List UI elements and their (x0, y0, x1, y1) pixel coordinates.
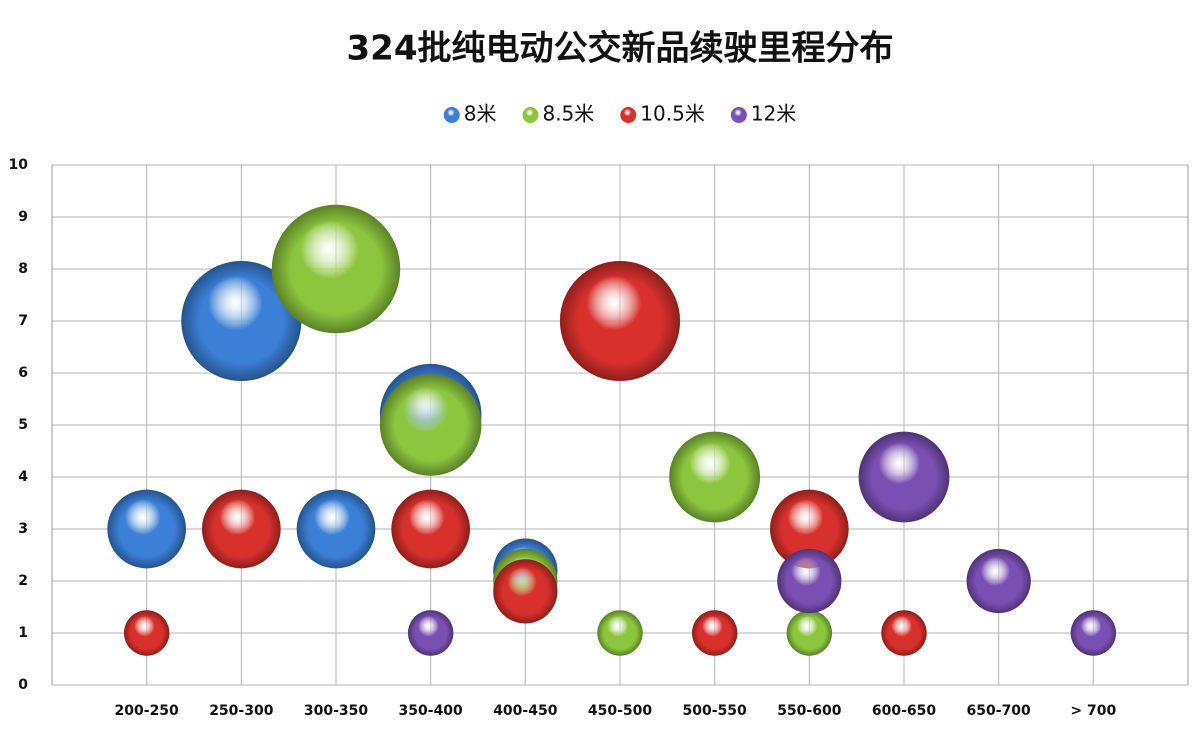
bubble (777, 548, 842, 614)
bubble (271, 204, 401, 334)
y-tick-label: 7 (18, 313, 28, 329)
bubble (107, 489, 186, 569)
legend-label: 8.5米 (542, 102, 594, 126)
bubble (770, 489, 849, 569)
y-tick-label: 2 (18, 573, 28, 589)
bubble (858, 431, 950, 523)
bubble (786, 610, 833, 656)
x-tick-label: 650-700 (967, 703, 1032, 719)
y-tick-label: 9 (18, 209, 28, 225)
x-tick-label: 600-650 (872, 703, 937, 719)
bubble-shade (770, 489, 849, 569)
legend-marker (620, 107, 637, 123)
bubble-shade (786, 610, 833, 656)
bubble-shade (597, 610, 643, 656)
y-tick-label: 10 (9, 157, 29, 173)
legend-marker (522, 107, 539, 123)
legend-marker (443, 107, 460, 123)
chart-title: 324批纯电动公交新品续驶里程分布 (347, 29, 894, 69)
bubble-shade (271, 204, 401, 334)
x-tick-label: 500-550 (683, 703, 748, 719)
bubble (597, 610, 643, 656)
bubble (202, 489, 281, 569)
y-tick-label: 6 (18, 365, 28, 381)
bubble (691, 610, 738, 656)
bubble-shade (691, 610, 738, 656)
legend-label: 12米 (751, 102, 796, 126)
legend-label: 8米 (464, 102, 497, 126)
bubble-shade (966, 548, 1031, 614)
bubble-shade (407, 610, 454, 656)
bubble-shade (391, 489, 470, 569)
x-tick-label: 200-250 (115, 703, 180, 719)
x-tick-label: 550-600 (777, 703, 842, 719)
bubble-shade (777, 548, 842, 614)
bubble-shade (1070, 610, 1117, 656)
bubble-shade (296, 489, 376, 569)
x-tick-label: 300-350 (304, 703, 369, 719)
y-tick-label: 5 (18, 417, 28, 433)
bubble (881, 610, 927, 656)
x-tick-label: > 700 (1070, 703, 1116, 719)
bubble-shade (669, 431, 761, 523)
y-tick-label: 3 (18, 521, 28, 537)
bubble-shade (123, 610, 170, 656)
bubble (296, 489, 376, 569)
bubble-shade (107, 489, 186, 569)
bubble-shade (493, 559, 558, 624)
bubble-shade (202, 489, 281, 569)
x-tick-label: 450-500 (588, 703, 653, 719)
bubble-shade (181, 260, 302, 382)
bubble (669, 431, 761, 523)
bubble (379, 374, 482, 476)
bubble-shade (881, 610, 927, 656)
bubble-shade (559, 260, 681, 382)
bubble (407, 610, 454, 656)
x-tick-label: 400-450 (493, 703, 558, 719)
bubble-shade (858, 431, 950, 523)
bubble (181, 260, 302, 382)
bubble (123, 610, 170, 656)
bubble (493, 559, 558, 624)
legend-label: 10.5米 (640, 102, 705, 126)
bubble (559, 260, 681, 382)
legend-marker (730, 107, 747, 123)
legend: 8米 8.5米 10.5米 12米 (443, 102, 796, 126)
bubble-shade (379, 374, 482, 476)
bubble (391, 489, 470, 569)
y-tick-label: 4 (18, 469, 28, 485)
y-tick-label: 0 (18, 677, 28, 693)
bubble (1070, 610, 1117, 656)
x-tick-label: 350-400 (399, 703, 464, 719)
y-tick-label: 8 (18, 261, 28, 277)
x-tick-label: 250-300 (209, 703, 274, 719)
y-tick-label: 1 (18, 625, 28, 641)
bubble (966, 548, 1031, 614)
